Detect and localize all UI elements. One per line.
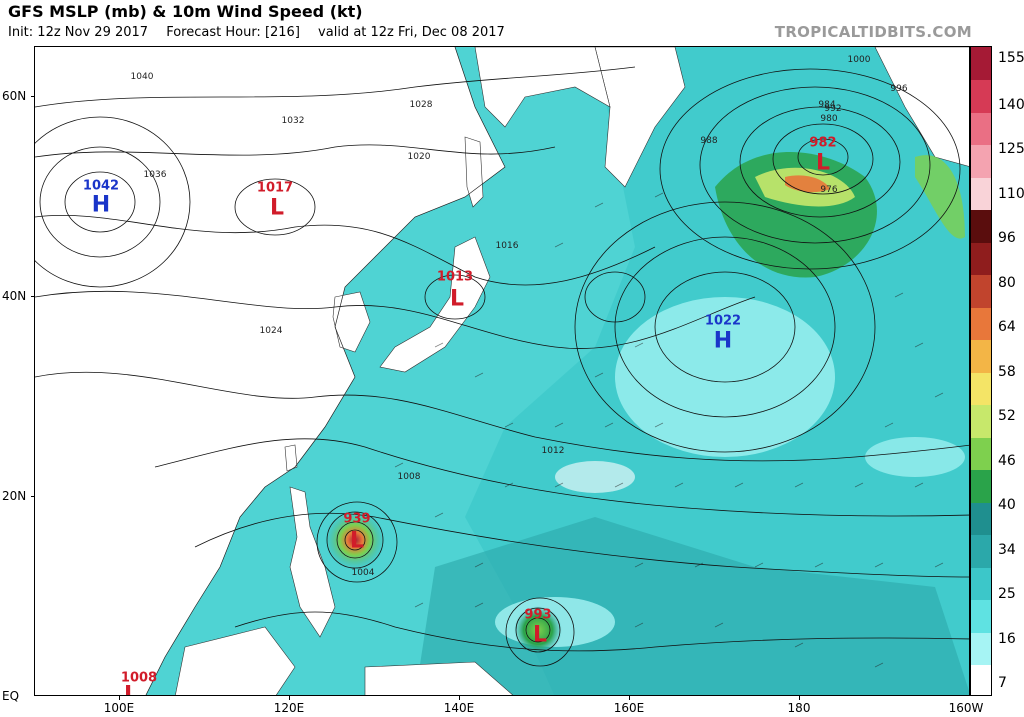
forecast-map[interactable]: 1040 1036 1032 1028 1024 1020 1016 1012 … — [34, 46, 970, 696]
isobar-label: 984 — [818, 100, 836, 110]
colorbar-label: 52 — [998, 408, 1016, 424]
colorbar-segment — [971, 79, 991, 113]
lon-label: 100E — [103, 701, 135, 715]
low-center-value: 939 — [343, 511, 371, 527]
colorbar-label: 25 — [998, 586, 1016, 602]
wind-speed-colorbar — [970, 46, 992, 696]
colorbar-segment — [971, 599, 991, 633]
wind-barbs — [394, 192, 944, 668]
colorbar-label: 7 — [998, 675, 1007, 691]
isobars — [35, 66, 969, 667]
init-time: Init: 12z Nov 29 2017 — [8, 25, 149, 40]
colorbar-label: 110 — [998, 186, 1024, 202]
low-center-marker: L — [349, 528, 365, 554]
colorbar-label: 96 — [998, 230, 1016, 246]
new-guinea — [364, 661, 514, 695]
colorbar-segment — [971, 437, 991, 470]
high-center-marker: H — [91, 192, 111, 218]
colorbar-label: 155 — [998, 50, 1024, 66]
low-center-value: 982 — [809, 135, 837, 151]
lat-label: 40N — [2, 289, 27, 303]
lat-label: 20N — [2, 489, 27, 503]
isobar-label: 1032 — [281, 116, 305, 126]
colorbar-segment — [971, 144, 991, 178]
typhoon-core — [325, 510, 385, 570]
colorbar-label: 40 — [998, 497, 1016, 513]
isobar-label: 980 — [820, 114, 838, 124]
alaska — [874, 47, 969, 167]
colorbar-segment — [971, 274, 991, 308]
asia-landmass — [35, 47, 505, 695]
colorbar-segment — [971, 372, 991, 405]
isobar-label: 988 — [700, 136, 718, 146]
colorbar-segment — [971, 469, 991, 503]
lat-label: 60N — [2, 89, 27, 103]
map-subtitle: Init: 12z Nov 29 2017 Forecast Hour: [21… — [8, 25, 519, 40]
isobar-label: 1028 — [409, 100, 433, 110]
isobar-label: 996 — [890, 84, 908, 94]
isobar-label: 976 — [820, 185, 838, 195]
isobar-label: 1020 — [407, 152, 431, 162]
high-center-value: 1042 — [82, 178, 120, 194]
brand-watermark: TROPICALTIDBITS.COM — [774, 23, 972, 41]
colorbar-segment — [971, 664, 991, 695]
low-center-marker: L — [269, 195, 285, 221]
colorbar-label: 34 — [998, 542, 1016, 558]
colorbar-segment — [971, 502, 991, 535]
lon-label: 160E — [613, 701, 645, 715]
isobar-label: 1008 — [397, 472, 421, 482]
low-center-value: 1013 — [436, 269, 474, 285]
low-center-value: 1008 — [120, 670, 158, 686]
low-center-marker: L — [123, 682, 139, 696]
colorbar-segment — [971, 632, 991, 665]
borneo — [175, 626, 296, 695]
colorbar-label: 16 — [998, 631, 1016, 647]
colorbar-label: 64 — [998, 319, 1016, 335]
valid-time: valid at 12z Fri, Dec 08 2017 — [318, 25, 505, 40]
colorbar-label: 140 — [998, 97, 1024, 113]
colorbar-segment — [971, 242, 991, 275]
low-center-marker: L — [815, 150, 831, 176]
lat-label: EQ — [2, 689, 20, 703]
low-center-marker: L — [449, 286, 465, 312]
colorbar-label: 125 — [998, 141, 1024, 157]
colorbar-segment — [971, 112, 991, 145]
low-center-value: 1017 — [256, 180, 294, 196]
isobar-label: 1016 — [495, 241, 519, 251]
high-center-marker: H — [713, 328, 733, 354]
colorbar-label: 80 — [998, 275, 1016, 291]
colorbar-segment — [971, 209, 991, 243]
lon-label: 180 — [787, 701, 811, 715]
tropical-storm-core — [514, 606, 562, 654]
colorbar-segment — [971, 177, 991, 210]
colorbar-segment — [971, 534, 991, 568]
isobar-label: 992 — [824, 104, 842, 114]
forecast-hour: Forecast Hour: [216] — [166, 25, 300, 40]
colorbar-segment — [971, 339, 991, 373]
philippines — [289, 486, 336, 638]
colorbar-label: 58 — [998, 364, 1016, 380]
isobar-label: 1004 — [351, 568, 375, 578]
colorbar-label: 46 — [998, 453, 1016, 469]
colorbar-segment — [971, 404, 991, 438]
colorbar-segment — [971, 307, 991, 340]
lon-label: 140E — [443, 701, 475, 715]
isobar-label: 1000 — [847, 55, 871, 65]
low-center-value: 993 — [524, 607, 552, 623]
low-center-marker: L — [532, 622, 548, 648]
map-canvas — [35, 47, 969, 695]
colorbar-segment — [971, 567, 991, 600]
kamchatka — [594, 47, 686, 188]
isobar-label: 1040 — [130, 72, 154, 82]
high-center-value: 1022 — [704, 313, 742, 329]
lon-label: 120E — [273, 701, 305, 715]
lon-label: 160W — [948, 701, 984, 715]
colorbar-segment — [971, 47, 991, 80]
isobar-label: 1012 — [541, 446, 565, 456]
map-title: GFS MSLP (mb) & 10m Wind Speed (kt) — [8, 2, 363, 21]
isobar-label: 1024 — [259, 326, 283, 336]
isobar-label: 1036 — [143, 170, 167, 180]
